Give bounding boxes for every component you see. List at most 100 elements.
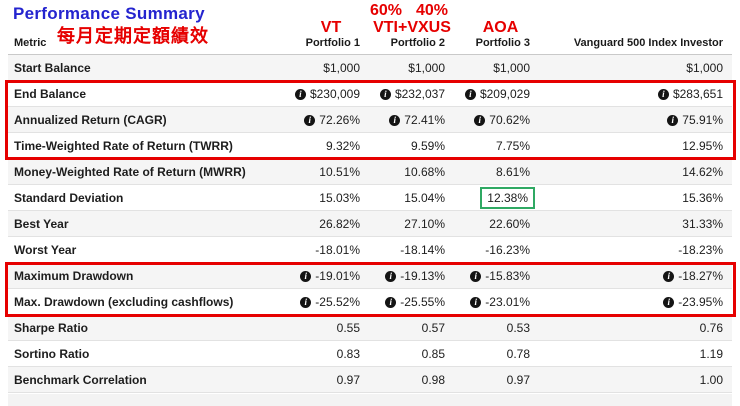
info-icon[interactable] bbox=[304, 115, 316, 126]
metric-label: Annualized Return (CAGR) bbox=[14, 113, 167, 127]
metric-label: Start Balance bbox=[14, 61, 91, 75]
metric-value: 70.62% bbox=[489, 113, 530, 127]
metric-value: -18.27% bbox=[678, 269, 723, 283]
value-cell: -19.01% bbox=[270, 263, 362, 289]
metric-value: 0.78 bbox=[506, 347, 530, 361]
info-icon[interactable] bbox=[667, 115, 679, 126]
metric-value: -23.95% bbox=[678, 295, 723, 309]
metric-value: 14.62% bbox=[682, 165, 723, 179]
value-cell: $209,029 bbox=[447, 81, 532, 107]
table-row: Start Balance $1,000 $1,000 $1,000 $1,000 bbox=[8, 55, 732, 81]
metric-value: 12.95% bbox=[682, 139, 723, 153]
annotation-vti-vxus-tickers: VTI+VXUS bbox=[373, 19, 451, 36]
info-icon[interactable] bbox=[470, 297, 482, 308]
metric-label: Maximum Drawdown bbox=[14, 269, 134, 283]
table-body: Start Balance $1,000 $1,000 $1,000 $1,000 End… bbox=[8, 55, 732, 393]
metric-value: -19.13% bbox=[400, 269, 445, 283]
metric-label: Standard Deviation bbox=[14, 191, 124, 205]
metric-value: 0.76 bbox=[699, 321, 723, 335]
metric-value: 9.32% bbox=[325, 139, 360, 153]
table-row: End Balance $230,009 $232,037 $209,029 $283,… bbox=[8, 81, 732, 107]
metric-value: 75.91% bbox=[682, 113, 723, 127]
metric-value: 15.04% bbox=[404, 191, 445, 205]
value-cell: 15.36% bbox=[532, 185, 732, 211]
metric-value: -25.52% bbox=[315, 295, 360, 309]
value-cell: 31.33% bbox=[532, 211, 732, 237]
info-icon[interactable] bbox=[379, 89, 391, 100]
table-row: Sharpe Ratio 0.55 0.57 0.53 0.76 bbox=[8, 315, 732, 341]
value-cell: 15.04% bbox=[362, 185, 447, 211]
value-cell: 0.98 bbox=[362, 367, 447, 393]
info-icon[interactable] bbox=[464, 89, 476, 100]
value-cell: 9.32% bbox=[270, 133, 362, 159]
info-icon[interactable] bbox=[663, 271, 675, 282]
value-cell: -25.52% bbox=[270, 289, 362, 315]
value-cell: 0.55 bbox=[270, 315, 362, 341]
table-row: Benchmark Correlation 0.97 0.98 0.97 1.00 bbox=[8, 367, 732, 393]
metric-value: 15.03% bbox=[319, 191, 360, 205]
metric-value: 72.41% bbox=[404, 113, 445, 127]
table-header-row: Metric Portfolio 1 Portfolio 2 Portfolio… bbox=[8, 0, 732, 55]
metric-value: 0.97 bbox=[336, 373, 360, 387]
info-icon[interactable] bbox=[389, 115, 401, 126]
value-cell: 0.85 bbox=[362, 341, 447, 367]
value-cell: -15.83% bbox=[447, 263, 532, 289]
info-icon[interactable] bbox=[385, 297, 397, 308]
info-icon[interactable] bbox=[294, 89, 306, 100]
info-icon[interactable] bbox=[300, 297, 312, 308]
value-cell: -23.01% bbox=[447, 289, 532, 315]
table-row: Standard Deviation 15.03% 15.04% 12.38% 15.3… bbox=[8, 185, 732, 211]
metric-value: 22.60% bbox=[489, 217, 530, 231]
metric-value: 7.75% bbox=[495, 139, 530, 153]
value-cell: 0.78 bbox=[447, 341, 532, 367]
metric-label: Max. Drawdown (excluding cashflows) bbox=[14, 295, 234, 309]
value-cell: 15.03% bbox=[270, 185, 362, 211]
metric-value: -19.01% bbox=[315, 269, 360, 283]
page-title: Performance Summary bbox=[13, 4, 205, 23]
metric-label: Sharpe Ratio bbox=[14, 321, 89, 335]
metric-value: 0.98 bbox=[421, 373, 445, 387]
value-cell: 27.10% bbox=[362, 211, 447, 237]
table-row: Maximum Drawdown -19.01% -19.13% -15.83% -18… bbox=[8, 263, 732, 289]
value-cell: 1.00 bbox=[532, 367, 732, 393]
value-cell: -18.01% bbox=[270, 237, 362, 263]
info-icon[interactable] bbox=[385, 271, 397, 282]
metric-value: 15.36% bbox=[682, 191, 723, 205]
green-highlight-box: 12.38% bbox=[480, 187, 535, 209]
annotation-vt-ticker: VT bbox=[320, 19, 342, 36]
portfolio3-column-header: Portfolio 3 bbox=[475, 37, 530, 49]
value-cell: 12.38% bbox=[447, 185, 535, 211]
portfolio1-column-header: Portfolio 1 bbox=[305, 37, 360, 49]
metric-value: 8.61% bbox=[495, 165, 530, 179]
value-cell: 0.97 bbox=[270, 367, 362, 393]
metric-label: End Balance bbox=[14, 87, 87, 101]
info-icon[interactable] bbox=[470, 271, 482, 282]
metric-value: 0.85 bbox=[421, 347, 445, 361]
metric-value: $1,000 bbox=[323, 61, 360, 75]
annotation-allocation-percentages: 60% 40% bbox=[366, 2, 452, 20]
metric-value: 1.00 bbox=[699, 373, 723, 387]
metric-value: -16.23% bbox=[485, 243, 530, 257]
performance-table: Metric Portfolio 1 Portfolio 2 Portfolio… bbox=[8, 0, 732, 393]
value-cell: $283,651 bbox=[532, 81, 732, 107]
value-cell: 12.95% bbox=[532, 133, 732, 159]
info-icon[interactable] bbox=[657, 89, 669, 100]
value-cell: 8.61% bbox=[447, 159, 532, 185]
metric-value: 26.82% bbox=[319, 217, 360, 231]
value-cell: 7.75% bbox=[447, 133, 532, 159]
table-row: Max. Drawdown (excluding cashflows) -25.5… bbox=[8, 289, 732, 315]
info-icon[interactable] bbox=[663, 297, 675, 308]
value-cell: 72.41% bbox=[362, 107, 447, 133]
portfolio2-column-header: Portfolio 2 bbox=[390, 37, 445, 49]
info-icon[interactable] bbox=[300, 271, 312, 282]
metric-label: Money-Weighted Rate of Return (MWRR) bbox=[14, 165, 246, 179]
value-cell: 0.57 bbox=[362, 315, 447, 341]
metric-label: Sortino Ratio bbox=[14, 347, 90, 361]
value-cell: -25.55% bbox=[362, 289, 447, 315]
value-cell: 0.76 bbox=[532, 315, 732, 341]
info-icon[interactable] bbox=[474, 115, 486, 126]
value-cell: 10.68% bbox=[362, 159, 447, 185]
metric-value: 0.97 bbox=[506, 373, 530, 387]
next-section-strip bbox=[8, 394, 732, 406]
